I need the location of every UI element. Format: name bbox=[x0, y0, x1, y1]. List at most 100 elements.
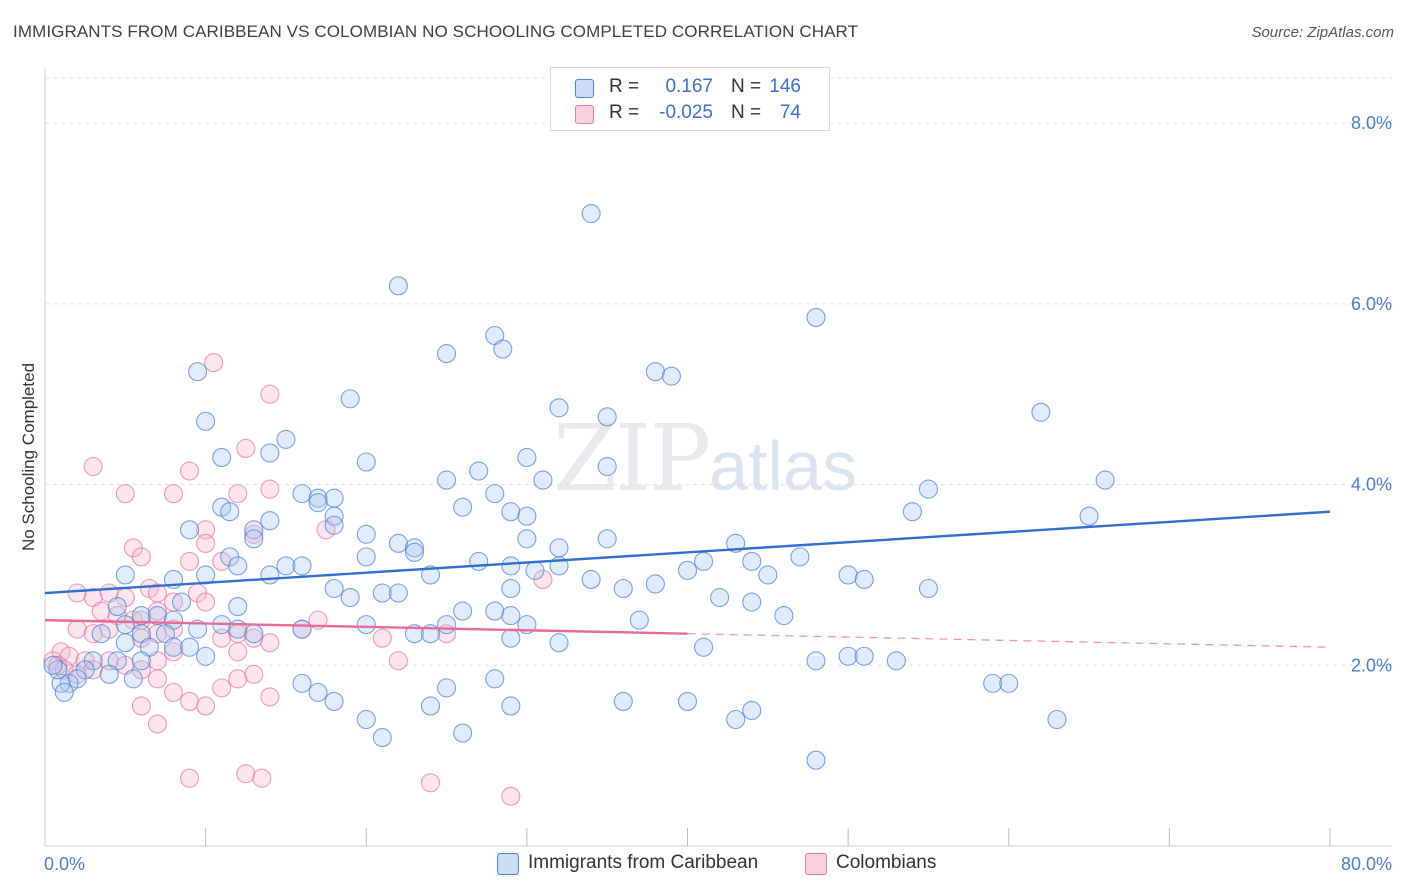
caribbean-point bbox=[420, 696, 441, 716]
caribbean-point bbox=[437, 615, 457, 635]
watermark-zip: ZIP bbox=[553, 405, 711, 512]
caribbean-point bbox=[292, 484, 312, 504]
caribbean-point bbox=[501, 556, 521, 576]
caribbean-point bbox=[501, 696, 521, 716]
colombian-point bbox=[180, 551, 200, 571]
chart-source: Source: ZipAtlas.com bbox=[1251, 24, 1394, 41]
caribbean-point bbox=[372, 583, 392, 603]
caribbean-point bbox=[694, 551, 714, 571]
caribbean-point bbox=[613, 691, 633, 711]
caribbean-point bbox=[340, 587, 360, 608]
colombian-point bbox=[180, 461, 200, 481]
colombian-point bbox=[252, 768, 272, 788]
colombian-point bbox=[420, 773, 441, 793]
legend-n-label: N = bbox=[731, 76, 762, 97]
caribbean-point bbox=[677, 691, 698, 711]
caribbean-point bbox=[59, 673, 79, 693]
caribbean-point bbox=[774, 606, 794, 626]
caribbean-point bbox=[501, 502, 521, 522]
caribbean-point bbox=[115, 633, 135, 653]
colombian-point bbox=[115, 484, 135, 504]
caribbean-point bbox=[453, 723, 473, 743]
caribbean-point bbox=[549, 633, 569, 653]
caribbean-point bbox=[918, 578, 938, 599]
caribbean-point bbox=[99, 664, 119, 684]
caribbean-point bbox=[790, 547, 810, 567]
caribbean-point bbox=[54, 682, 74, 702]
colombian-point bbox=[131, 547, 151, 567]
colombian-point bbox=[91, 601, 111, 621]
caribbean-point bbox=[276, 429, 296, 449]
caribbean-point bbox=[710, 587, 730, 608]
colombian-point bbox=[501, 786, 521, 806]
caribbean-point bbox=[549, 538, 569, 558]
caribbean-point bbox=[372, 728, 392, 748]
caribbean-point bbox=[388, 583, 408, 603]
caribbean-point bbox=[726, 709, 746, 730]
bottom-legend-label: Colombians bbox=[836, 852, 937, 873]
caribbean-point bbox=[533, 470, 553, 490]
caribbean-point bbox=[420, 565, 441, 585]
colombian-point bbox=[196, 592, 216, 612]
caribbean-point bbox=[517, 447, 537, 468]
caribbean-point bbox=[324, 488, 344, 508]
colombian-point bbox=[147, 669, 167, 689]
y-tick-label: 4.0% bbox=[1351, 475, 1392, 495]
caribbean-point bbox=[220, 502, 240, 522]
colombian-point bbox=[67, 583, 87, 603]
caribbean-point bbox=[212, 447, 232, 468]
caribbean-point bbox=[356, 524, 376, 544]
legend-swatch-pink bbox=[575, 105, 594, 124]
colombian-point bbox=[260, 479, 280, 499]
watermark-atlas: atlas bbox=[709, 427, 858, 505]
caribbean-point bbox=[324, 578, 344, 599]
caribbean-point bbox=[597, 529, 617, 549]
caribbean-point bbox=[228, 597, 248, 617]
bottom-swatch-blue bbox=[497, 853, 519, 875]
caribbean-point bbox=[437, 470, 457, 490]
caribbean-point bbox=[549, 398, 569, 418]
colombian-point bbox=[372, 628, 392, 648]
colombian-point bbox=[212, 678, 232, 698]
legend-n-label: N = bbox=[731, 102, 762, 123]
colombian-point bbox=[180, 691, 200, 711]
caribbean-point bbox=[356, 709, 376, 730]
caribbean-point bbox=[806, 651, 826, 671]
bottom-swatch-pink bbox=[805, 853, 827, 875]
caribbean-point bbox=[324, 515, 344, 535]
colombian-point bbox=[147, 714, 167, 734]
caribbean-point bbox=[742, 551, 762, 571]
caribbean-point bbox=[645, 574, 665, 594]
caribbean-point bbox=[806, 307, 826, 327]
caribbean-point bbox=[147, 606, 167, 626]
legend-row-caribbean: R = 0.167 N = 146 bbox=[551, 76, 829, 102]
x-tick-label: 80.0% bbox=[1341, 854, 1392, 874]
y-tick-label: 2.0% bbox=[1351, 655, 1392, 675]
caribbean-point bbox=[501, 606, 521, 626]
colombian-point bbox=[236, 438, 256, 458]
legend-r-label: R = bbox=[609, 76, 640, 97]
caribbean-point bbox=[404, 538, 424, 558]
legend-r-label: R = bbox=[609, 102, 640, 123]
caribbean-point bbox=[469, 461, 489, 481]
colombian-point bbox=[388, 651, 408, 671]
caribbean-point bbox=[613, 578, 633, 599]
caribbean-point bbox=[501, 628, 521, 648]
caribbean-point bbox=[388, 533, 408, 553]
caribbean-point bbox=[806, 750, 826, 770]
caribbean-point bbox=[404, 542, 424, 562]
caribbean-point bbox=[453, 497, 473, 517]
caribbean-point bbox=[131, 651, 151, 671]
caribbean-point bbox=[1047, 709, 1067, 730]
caribbean-point bbox=[886, 651, 906, 671]
caribbean-point bbox=[437, 344, 457, 364]
caribbean-point bbox=[485, 601, 505, 621]
caribbean-point bbox=[469, 551, 489, 571]
caribbean-point bbox=[677, 560, 698, 580]
caribbean-point bbox=[115, 615, 135, 635]
caribbean-point bbox=[854, 569, 874, 590]
caribbean-point bbox=[115, 565, 135, 585]
caribbean-point bbox=[292, 673, 312, 693]
colombian-point bbox=[228, 669, 248, 689]
